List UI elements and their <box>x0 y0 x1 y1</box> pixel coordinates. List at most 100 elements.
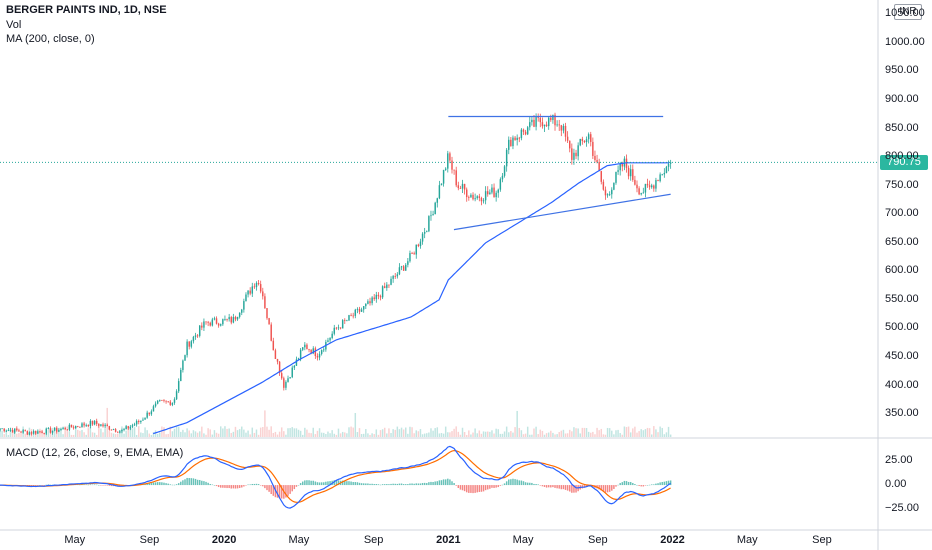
candle <box>442 169 445 187</box>
candle <box>232 313 235 324</box>
volume-bar <box>400 427 403 437</box>
macd-hist-bar <box>85 484 87 486</box>
candle-body <box>373 297 375 300</box>
macd-hist-bar <box>493 485 495 488</box>
candle <box>577 142 579 161</box>
macd-hist-bar <box>180 481 182 486</box>
candle-body <box>655 180 657 189</box>
candle-body <box>110 429 113 431</box>
volume-bar <box>381 429 384 437</box>
macd-hist-bar <box>480 485 483 492</box>
macd-hist-bar <box>234 485 237 489</box>
candle <box>499 177 502 192</box>
volume-bar <box>636 432 638 437</box>
candle-body <box>16 428 18 431</box>
candle <box>367 299 369 305</box>
candles <box>0 112 672 436</box>
volume-bar <box>310 433 312 437</box>
candle <box>375 291 378 303</box>
candle-body <box>320 350 323 354</box>
macd-hist-bar <box>659 482 661 486</box>
candle-body <box>133 424 136 426</box>
macd-hist-bar <box>602 485 605 492</box>
candle <box>32 429 35 435</box>
candle-body <box>316 355 319 358</box>
currency-badge[interactable]: INR <box>894 4 922 20</box>
volume-bar <box>125 430 127 437</box>
candle <box>308 348 310 353</box>
candle <box>449 151 451 164</box>
volume-bar <box>278 431 281 437</box>
volume-bar <box>604 434 607 437</box>
macd-hist-bar <box>257 484 260 486</box>
candle <box>314 346 317 359</box>
macd-hist-bar <box>245 485 247 486</box>
candle <box>104 423 106 429</box>
candle <box>163 399 165 403</box>
volume-bar <box>423 433 426 437</box>
candle <box>665 165 668 174</box>
macd-hist-bar <box>28 485 31 486</box>
macd-hist-bar <box>663 481 666 486</box>
candle-body <box>386 284 388 288</box>
candle-body <box>653 185 655 189</box>
candle <box>83 421 85 428</box>
candle <box>560 124 563 137</box>
macd-hist-bar <box>388 484 390 486</box>
candle <box>415 244 417 259</box>
price-tick-label: 1000.00 <box>885 35 925 48</box>
candle-body <box>154 403 157 407</box>
volume-bar <box>272 433 275 437</box>
macd-hist-bar <box>545 485 548 488</box>
macd-hist-bar <box>421 483 424 486</box>
candle <box>329 337 331 344</box>
candle-body <box>201 325 203 328</box>
volume-bar <box>62 434 64 437</box>
candle <box>617 165 619 175</box>
candle <box>18 428 20 432</box>
macd-hist-bar <box>308 480 310 486</box>
candle-body <box>247 290 249 295</box>
candle-body <box>116 431 119 433</box>
candle <box>377 292 380 300</box>
volume-bar <box>184 432 186 437</box>
volume-bar <box>154 430 157 437</box>
candle <box>590 131 592 147</box>
macd-hist-bar <box>629 481 632 486</box>
macd-hist-bar <box>573 485 575 493</box>
time-tick-label: Sep <box>363 534 384 546</box>
macd-hist-bar <box>346 481 348 486</box>
volume-bar <box>177 426 180 437</box>
candle <box>392 274 394 283</box>
candle-body <box>226 319 228 320</box>
volume-bar <box>508 432 510 437</box>
macd-hist-bar <box>440 480 443 486</box>
volume-bar <box>415 430 417 437</box>
candle <box>583 140 586 144</box>
macd-hist-bar <box>625 481 628 486</box>
volume-bar <box>407 433 409 437</box>
candle-body <box>20 431 22 433</box>
volume-bar <box>16 433 18 437</box>
candle-body <box>665 166 668 173</box>
candle-body <box>329 338 331 341</box>
candle-body <box>491 187 493 193</box>
volume-bar <box>289 428 291 437</box>
macd-hist-bar <box>106 485 108 486</box>
volume-bar <box>375 429 378 437</box>
candle <box>508 136 510 155</box>
candle <box>268 317 270 325</box>
volume-bar <box>634 426 636 437</box>
macd-hist-bar <box>442 479 445 486</box>
volume-bar <box>308 432 310 437</box>
macd-hist-bar <box>556 485 558 489</box>
volume-bar <box>116 433 119 437</box>
candle <box>251 282 254 297</box>
candle-body <box>28 432 31 435</box>
candle <box>463 183 466 195</box>
volume-bar <box>621 434 624 437</box>
candle-body <box>615 171 617 183</box>
volume-bar <box>100 428 102 437</box>
candle <box>554 112 556 131</box>
